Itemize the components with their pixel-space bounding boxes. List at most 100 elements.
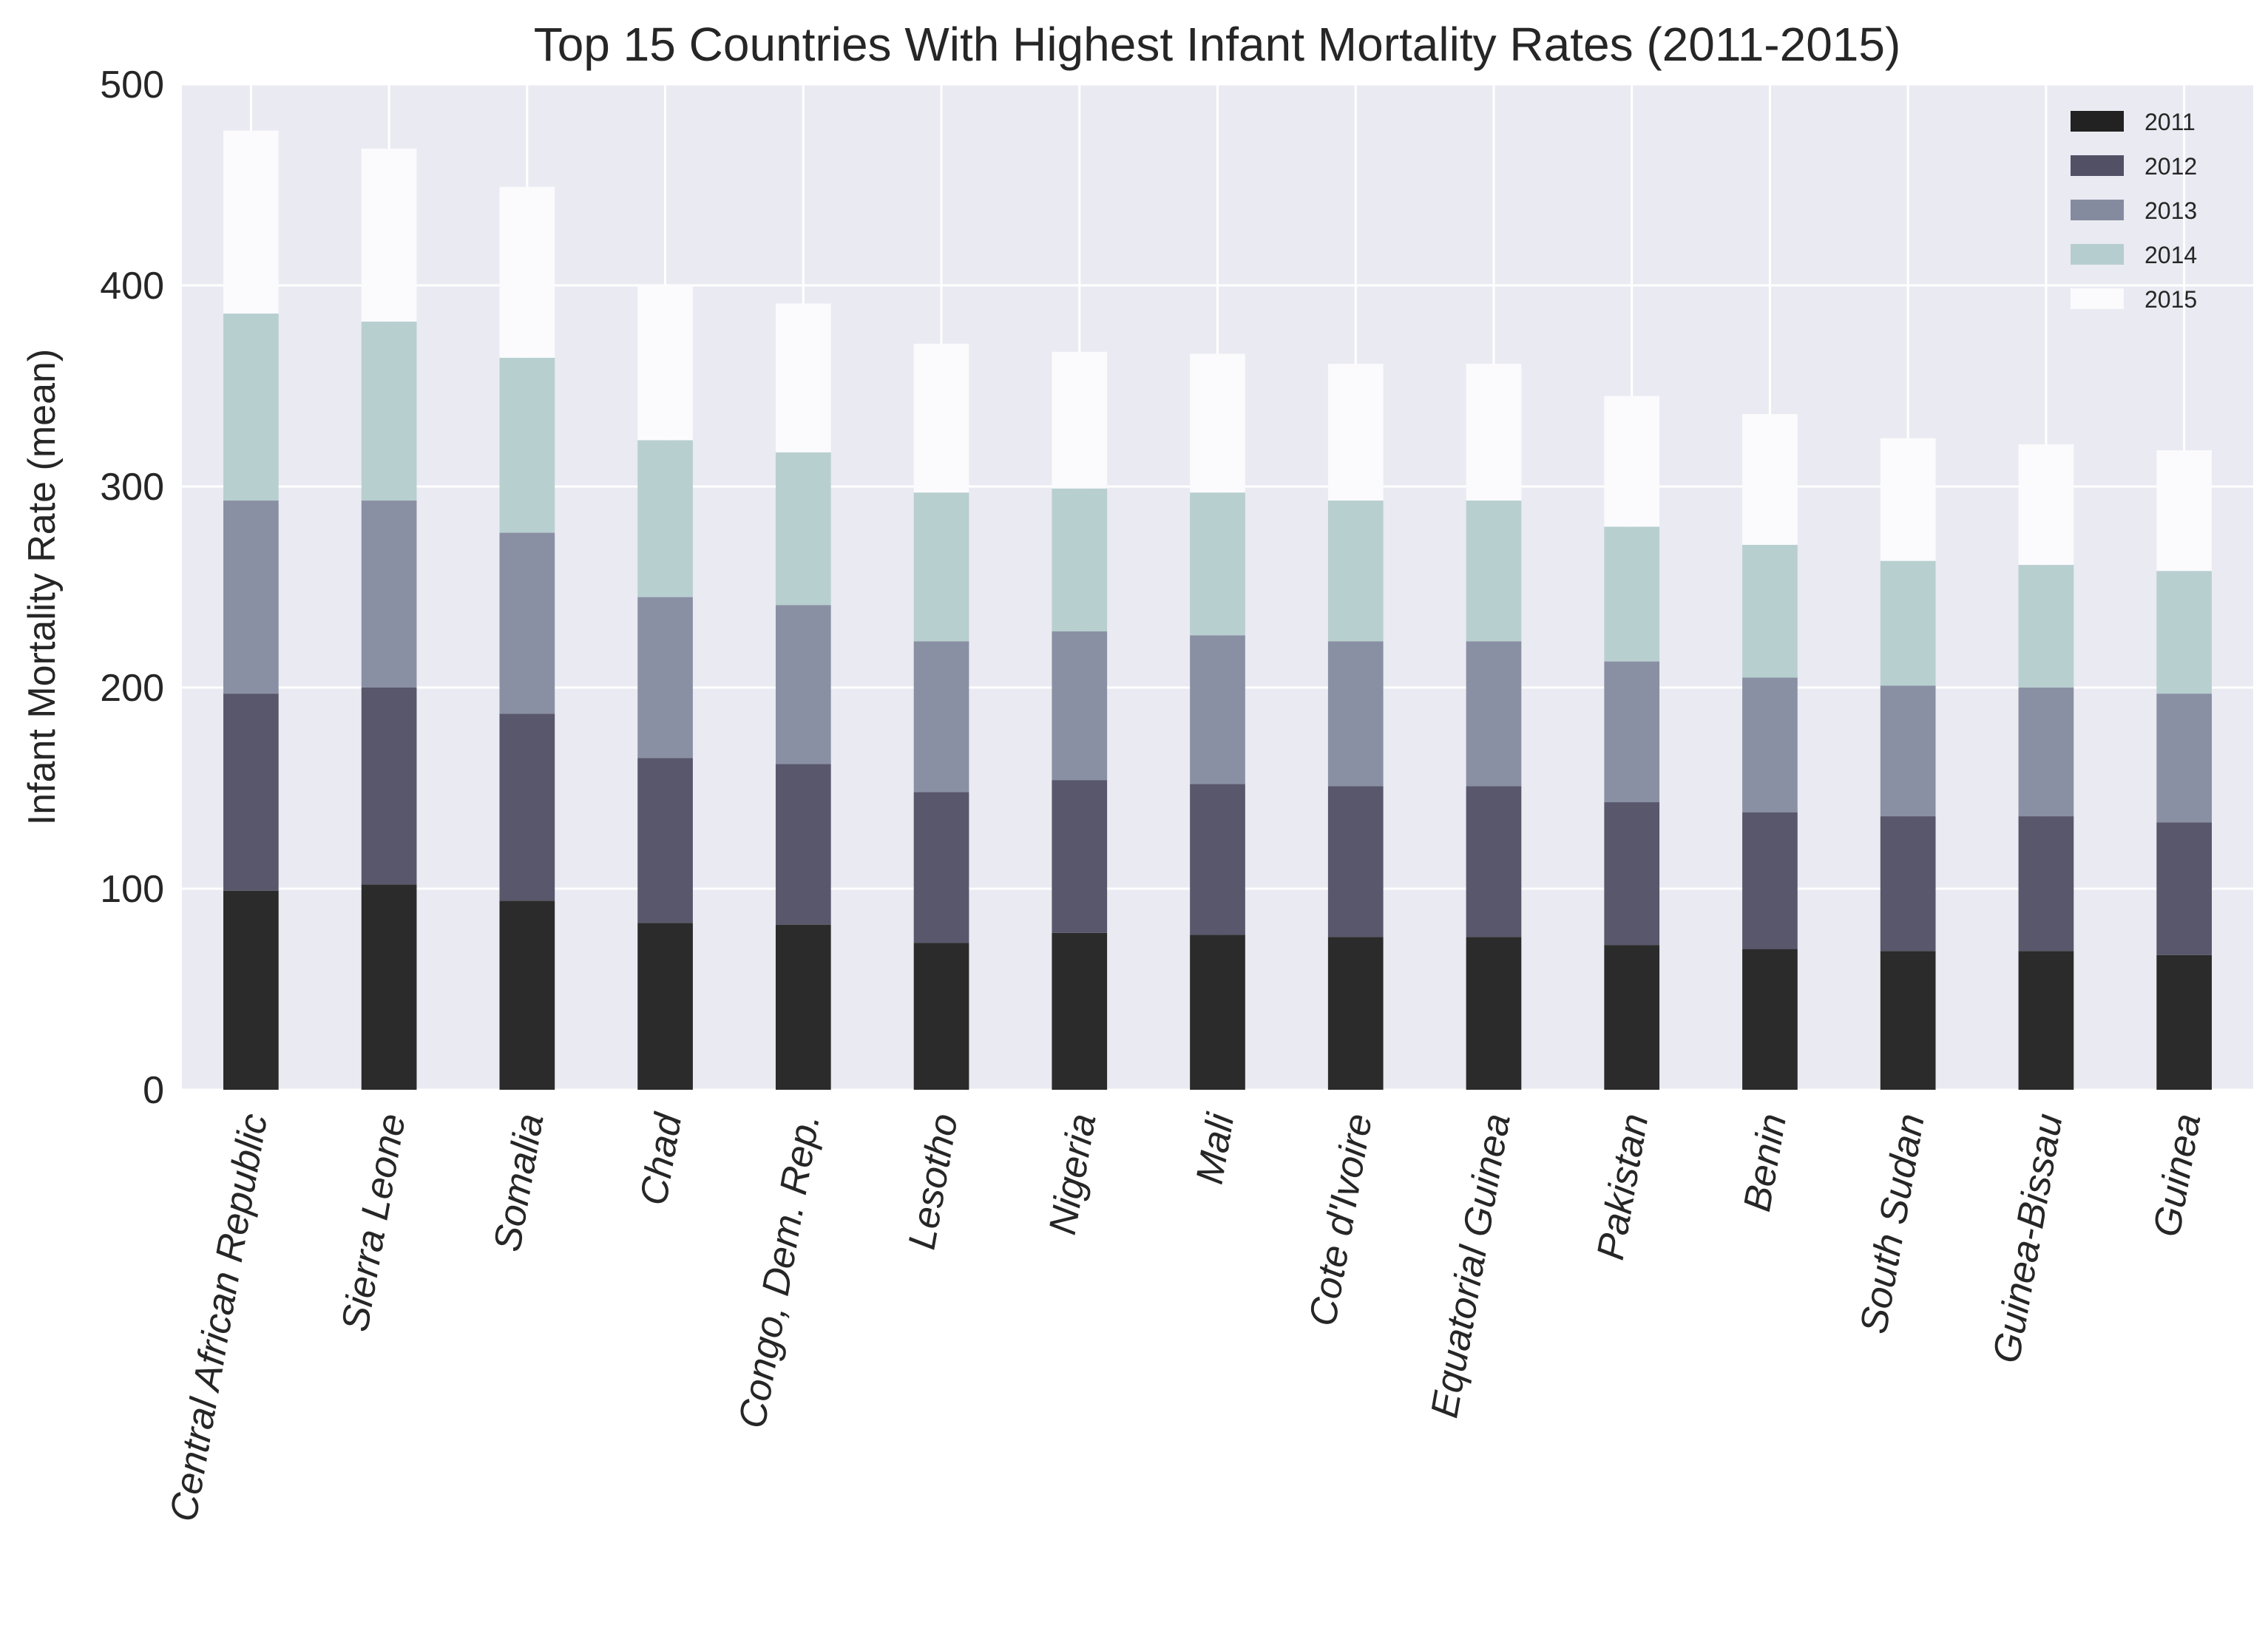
bar-segment-2012: [1190, 784, 1245, 935]
legend-swatch-2015: [2071, 288, 2124, 309]
y-tick-label: 400: [100, 265, 164, 308]
bar-segment-2013: [1742, 677, 1798, 813]
x-tick-label: Benin: [1736, 1110, 1795, 1215]
bar-segment-2011: [1742, 949, 1798, 1090]
bar-segment-2014: [1327, 501, 1384, 642]
legend-label-2011: 2011: [2145, 109, 2196, 135]
bar-segment-2014: [1052, 488, 1108, 631]
bar-segment-2012: [1742, 812, 1798, 949]
x-tick-label: Cote d'Ivoire: [1301, 1110, 1381, 1329]
bar-segment-2011: [1880, 951, 1936, 1090]
x-tick-labels: Central African Republic Sierra Leone Soma…: [162, 1109, 2209, 1524]
bar-segment-2014: [1466, 501, 1522, 642]
y-axis-label: Infant Mortality Rate (mean): [21, 349, 64, 825]
y-tick-labels: 0 100 200 300 400 500: [100, 64, 164, 1112]
bar-segment-2015: [1466, 364, 1522, 501]
x-tick-label: Guinea: [2145, 1110, 2209, 1240]
y-tick-label: 300: [100, 466, 164, 509]
bar-segment-2012: [223, 693, 279, 891]
bar-segment-2011: [2156, 954, 2212, 1090]
bar-segment-2015: [361, 149, 417, 322]
bar-segment-2015: [775, 303, 831, 452]
bar-segment-2015: [499, 186, 555, 358]
bar-segment-2015: [223, 130, 279, 314]
bar-segment-2013: [1190, 635, 1245, 784]
legend-label-2014: 2014: [2145, 242, 2197, 268]
bar-segment-2011: [1190, 935, 1245, 1090]
bar-segment-2012: [637, 758, 693, 923]
bar-segment-2013: [499, 532, 555, 714]
bar-segment-2011: [361, 884, 417, 1090]
x-tick-label: Mali: [1188, 1110, 1243, 1187]
bar-segment-2013: [223, 501, 279, 694]
bar-segment-2015: [1880, 438, 1936, 561]
bar-segment-2012: [2018, 816, 2074, 952]
bar-segment-2015: [2018, 444, 2074, 566]
bar-segment-2012: [1604, 802, 1660, 946]
legend-label-2013: 2013: [2145, 197, 2197, 224]
bar-segment-2013: [361, 501, 417, 688]
legend-swatch-2013: [2071, 200, 2124, 220]
bar-segment-2013: [1052, 631, 1108, 781]
bar-segment-2012: [1327, 786, 1384, 937]
bar-segment-2013: [1604, 661, 1660, 803]
bar-segment-2015: [637, 285, 693, 441]
x-tick-label: Guinea-Bissau: [1985, 1110, 2071, 1366]
x-tick-label: Equatorial Guinea: [1423, 1110, 1518, 1421]
legend-swatch-2012: [2071, 155, 2124, 176]
bar-segment-2011: [1604, 945, 1660, 1090]
x-tick-label: South Sudan: [1852, 1110, 1933, 1337]
bar-segment-2011: [223, 890, 279, 1090]
y-tick-label: 200: [100, 667, 164, 710]
bar-segment-2011: [1327, 937, 1384, 1090]
legend-label-2012: 2012: [2145, 153, 2197, 180]
bar-segment-2011: [2018, 951, 2074, 1090]
bar-segment-2012: [1466, 786, 1522, 937]
bar-segment-2015: [1052, 351, 1108, 489]
bar-segment-2014: [1190, 492, 1245, 636]
bar-segment-2012: [1880, 816, 1936, 952]
bar-segment-2013: [1880, 685, 1936, 817]
x-tick-label: Congo, Dem. Rep.: [731, 1110, 828, 1431]
bar-segment-2013: [2018, 688, 2074, 817]
x-tick-label: Chad: [632, 1109, 691, 1209]
bar-segment-2014: [361, 321, 417, 501]
bar-segment-2011: [1466, 937, 1522, 1090]
bar-segment-2015: [1604, 396, 1660, 527]
y-tick-label: 100: [100, 868, 164, 911]
bar-segment-2013: [2156, 693, 2212, 823]
bar-segment-2014: [499, 357, 555, 533]
bar-segment-2013: [775, 605, 831, 764]
x-tick-label: Sierra Leone: [334, 1110, 414, 1334]
bar-segment-2013: [637, 597, 693, 759]
chart-title: Top 15 Countries With Highest Infant Mor…: [534, 18, 1901, 71]
legend-swatch-2011: [2071, 111, 2124, 132]
bar-segment-2013: [1327, 641, 1384, 787]
bar-segment-2011: [775, 924, 831, 1090]
bar-segment-2012: [499, 713, 555, 901]
bar-segment-2014: [913, 492, 969, 642]
bar-segment-2013: [1466, 641, 1522, 787]
bar-segment-2015: [1327, 364, 1384, 501]
bar-segment-2015: [1742, 414, 1798, 545]
bar-segment-2012: [2156, 822, 2212, 955]
legend-label-2015: 2015: [2145, 286, 2197, 313]
bar-segment-2014: [1604, 526, 1660, 662]
bar-segment-2011: [499, 901, 555, 1090]
bar-segment-2015: [2156, 450, 2212, 572]
bar-segment-2014: [1742, 544, 1798, 678]
bar-segment-2015: [913, 343, 969, 493]
x-tick-label: Nigeria: [1041, 1110, 1105, 1238]
bar-segment-2012: [1052, 780, 1108, 933]
x-tick-label: Pakistan: [1589, 1110, 1657, 1263]
bar-segment-2014: [775, 452, 831, 606]
bar-segment-2012: [775, 764, 831, 925]
bar-segment-2013: [913, 641, 969, 793]
y-tick-label: 500: [100, 64, 164, 106]
bar-segment-2011: [1052, 932, 1108, 1090]
bars: [223, 130, 2212, 1090]
x-tick-label: Lesotho: [901, 1110, 967, 1252]
y-tick-label: 0: [143, 1069, 164, 1112]
bar-segment-2011: [913, 943, 969, 1090]
